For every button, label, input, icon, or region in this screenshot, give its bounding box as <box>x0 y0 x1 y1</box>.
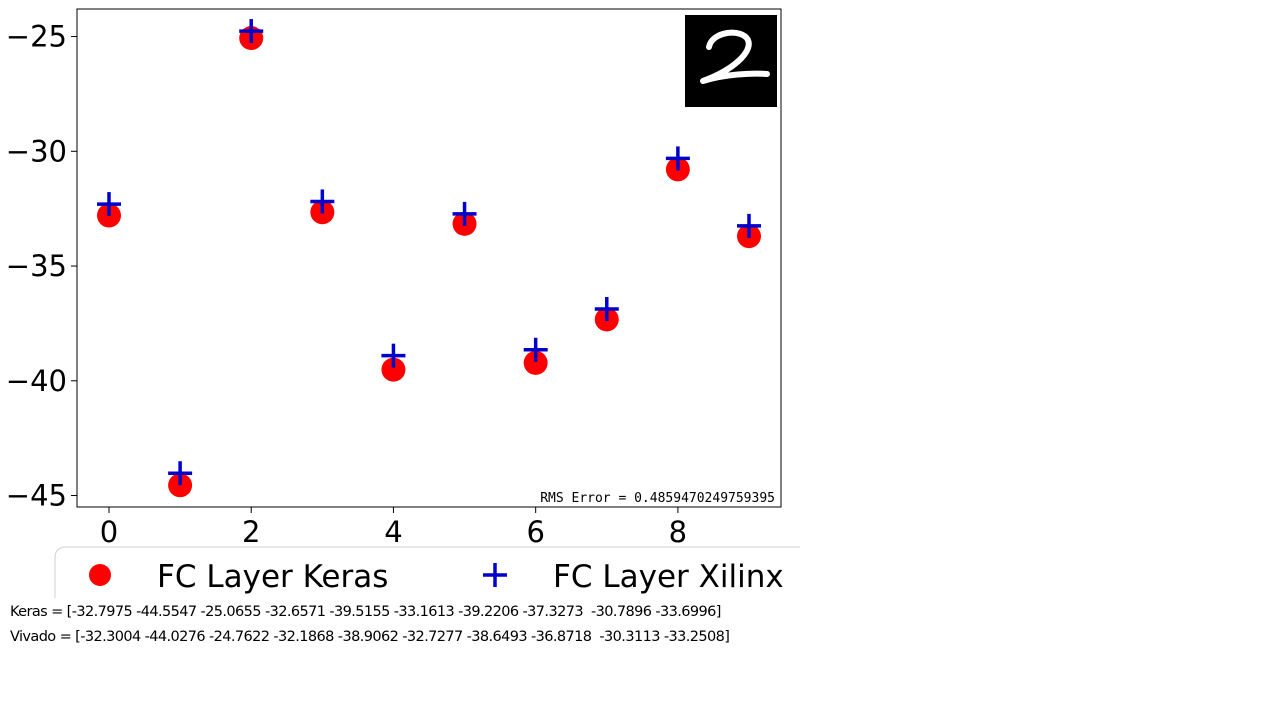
point-keras-1 <box>168 473 193 498</box>
x-tick-label: 8 <box>669 515 687 549</box>
legend: FC Layer Keras FC Layer Xilinx <box>54 546 800 598</box>
caption-vivado-values: Vivado = [-32.3004 -44.0276 -24.7622 -32… <box>10 629 730 645</box>
x-tick-label: 6 <box>526 515 544 549</box>
y-tick-label: −30 <box>6 134 67 168</box>
point-xilinx-9 <box>737 213 761 238</box>
y-tick-label: −35 <box>6 249 67 283</box>
point-xilinx-8 <box>665 146 690 171</box>
x-tick-label: 0 <box>100 515 118 549</box>
caption-keras-values: Keras = [-32.7975 -44.5547 -25.0655 -32.… <box>10 604 721 620</box>
point-xilinx-1 <box>168 461 193 486</box>
point-xilinx-4 <box>381 343 406 368</box>
point-xilinx-3 <box>310 189 335 214</box>
plot-frame <box>76 8 782 508</box>
legend-marker-xilinx <box>483 563 507 587</box>
chart: 0 2 4 6 8 −25 −30 −35 −40 −45 RMS Error = 0.4859… <box>6 8 800 598</box>
point-keras-6 <box>523 350 548 375</box>
y-tick-label: −25 <box>6 20 67 54</box>
x-tick-label: 4 <box>384 515 402 549</box>
legend-marker-keras <box>89 564 111 586</box>
point-xilinx-6 <box>523 337 548 362</box>
point-xilinx-2 <box>239 19 264 44</box>
point-xilinx-5 <box>452 201 477 226</box>
rms-error-annotation: RMS Error = 0.4859470249759395 <box>540 491 775 506</box>
y-tick-label: −45 <box>6 479 67 513</box>
x-tick-label: 2 <box>242 515 260 549</box>
legend-label-keras: FC Layer Keras <box>157 559 388 595</box>
legend-label-xilinx: FC Layer Xilinx <box>553 559 784 595</box>
y-tick-label: −40 <box>6 364 67 398</box>
point-xilinx-7 <box>594 296 619 321</box>
point-xilinx-0 <box>97 192 121 217</box>
inset-digit-image <box>685 15 777 107</box>
point-keras-4 <box>381 357 406 382</box>
